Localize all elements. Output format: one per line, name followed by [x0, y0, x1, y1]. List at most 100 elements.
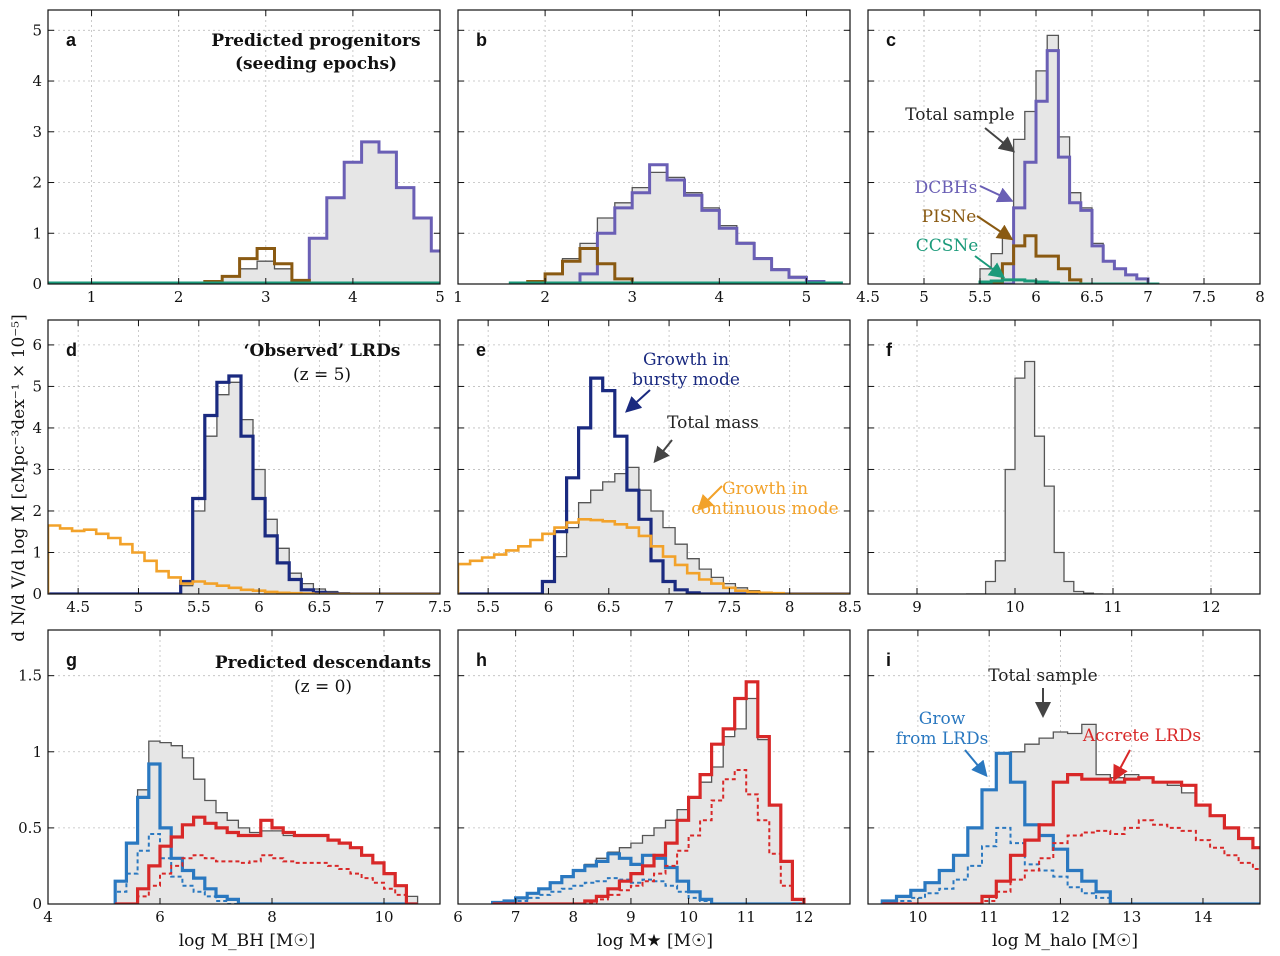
x-tick-label: 4.5: [856, 288, 880, 306]
x-tick-label: 11: [1103, 598, 1122, 616]
annotation-g-title2: (z = 0): [294, 677, 352, 697]
arrow-e-bursty: [625, 389, 651, 413]
arrow-c-total: [984, 127, 1016, 153]
x-axis-label-bh: log M_BH [M☉]: [179, 931, 316, 951]
panel-i-ticks: 10 11 12 13 14: [868, 630, 1260, 926]
y-tick-label: 4: [32, 72, 42, 90]
x-tick-label: 6: [254, 598, 264, 616]
annotation-d-title1: ‘Observed’ LRDs: [244, 341, 401, 361]
panel-label-e: e: [476, 340, 486, 360]
panel-c-frame: [867, 9, 1261, 285]
annotation-c-dcbh: DCBHs: [915, 178, 978, 198]
panel-e-ticks: 5.5 6 6.5 7 7.5 8 8.5: [458, 320, 862, 616]
panel-d-series: [48, 374, 440, 594]
arrow-e-total: [653, 439, 673, 464]
x-axis-label-stellar: log M★ [M☉]: [597, 931, 713, 951]
y-tick-label: 2: [32, 502, 42, 520]
panel-b-ticks: 1 2 3 4 5: [453, 10, 850, 306]
panel-c: 4.5 5 5.5 6 6.5 7 7.5 8 c: [856, 9, 1265, 306]
panel-c-ticks: 4.5 5 5.5 6 6.5 7 7.5 8: [856, 10, 1265, 306]
x-tick-label: 8: [267, 908, 277, 926]
x-tick-label: 1: [453, 288, 463, 306]
panel-label-i: i: [886, 650, 891, 670]
x-tick-label: 8: [569, 908, 579, 926]
x-tick-label: 1: [87, 288, 97, 306]
y-tick-label: 4: [32, 419, 42, 437]
x-tick-label: 6.5: [1080, 288, 1104, 306]
x-tick-label: 5: [435, 288, 445, 306]
x-tick-label: 5: [134, 598, 144, 616]
x-tick-label: 2: [540, 288, 550, 306]
y-tick-label: 1.5: [18, 667, 42, 685]
panel-h-series: [491, 680, 806, 904]
arrow-i-grow: [964, 749, 988, 778]
series-d-continuous: [48, 524, 440, 594]
series-i-accrete: [882, 773, 1260, 904]
y-tick-label: 0: [32, 275, 42, 293]
x-tick-label: 10: [1005, 598, 1024, 616]
annotation-a-title2: (seeding epochs): [235, 54, 397, 74]
panel-b-frame: [457, 9, 851, 285]
x-tick-label: 7.5: [717, 598, 741, 616]
x-tick-label: 4: [43, 908, 53, 926]
x-tick-label: 13: [1122, 908, 1141, 926]
series-h-accrete_dash: [492, 769, 804, 904]
series-i-accrete_dash: [882, 819, 1260, 904]
series-d-bursty: [48, 374, 440, 594]
series-c-pisn: [980, 234, 1160, 284]
x-tick-label: 9: [626, 908, 636, 926]
x-tick-label: 8.5: [838, 598, 862, 616]
x-tick-label: 9: [912, 598, 922, 616]
x-tick-label: 2: [174, 288, 184, 306]
x-tick-label: 3: [261, 288, 271, 306]
panel-label-d: d: [66, 340, 77, 360]
x-tick-label: 6.5: [597, 598, 621, 616]
annotation-g-title1: Predicted descendants: [215, 653, 431, 673]
panel-a-frame: [47, 9, 441, 285]
series-b-ccsn: [508, 281, 843, 284]
x-tick-label: 6: [155, 908, 165, 926]
annotation-i-accrete: Accrete LRDs: [1082, 726, 1201, 746]
panel-h-ticks: 6 7 8 9 10 11 12: [453, 630, 850, 926]
x-tick-label: 11: [980, 908, 999, 926]
panel-a: 1 2 3 4 5 0 1 2 3 4 5 a: [32, 9, 445, 306]
y-tick-label: 0: [32, 585, 42, 603]
x-tick-label: 5.5: [187, 598, 211, 616]
panel-label-c: c: [886, 30, 896, 50]
annotation-a-title1: Predicted progenitors: [211, 31, 420, 51]
y-axis-label: d N/d V/d log M [cMpc⁻³dex⁻¹ × 10⁻⁵]: [9, 314, 29, 641]
x-tick-label: 6.5: [307, 598, 331, 616]
annotation-e-bursty2: bursty mode: [632, 370, 740, 390]
annotation-c-pisn: PISNe: [922, 207, 977, 227]
arrow-e-cont: [697, 485, 723, 511]
panel-i-series: [880, 723, 1260, 904]
series-a-ccsn: [48, 281, 440, 284]
y-tick-label: 6: [32, 336, 42, 354]
x-tick-label: 5: [919, 288, 929, 306]
x-tick-label: 7: [511, 908, 521, 926]
panel-g-ticks: 4 6 8 10 0 0.5 1 1.5: [18, 630, 440, 926]
arrow-c-pisn: [976, 215, 1014, 241]
annotation-e-cont1: Growth in: [722, 479, 808, 499]
x-tick-label: 10: [908, 908, 927, 926]
panel-e-series: [458, 376, 850, 594]
arrow-c-ccsn: [974, 255, 1006, 279]
panel-f: 9 10 11 12 f: [867, 319, 1261, 616]
panel-e: 5.5 6 6.5 7 7.5 8 8.5 e: [457, 319, 862, 616]
x-tick-label: 10: [374, 908, 393, 926]
panel-h-grid: [458, 630, 850, 904]
x-tick-label: 10: [679, 908, 698, 926]
panel-h-frame: [457, 629, 851, 905]
annotation-e-bursty1: Growth in: [643, 350, 729, 370]
panel-a-ticks: 1 2 3 4 5 0 1 2 3 4 5: [32, 10, 445, 306]
series-d-total: [48, 381, 440, 594]
series-i-grow: [880, 751, 1260, 904]
series-g-accrete: [115, 815, 418, 904]
x-tick-label: 7: [1143, 288, 1153, 306]
annotation-c-ccsn: CCSNe: [916, 236, 979, 256]
annotation-i-grow2: from LRDs: [896, 729, 989, 749]
annotation-i-total: Total sample: [988, 666, 1097, 686]
series-c-ccsn: [978, 278, 1160, 284]
series-i-grow_dash: [881, 826, 1260, 904]
panel-d: 4.5 5 5.5 6 6.5 7 7.5 0 1 2 3 4 5 6 d: [32, 319, 452, 616]
